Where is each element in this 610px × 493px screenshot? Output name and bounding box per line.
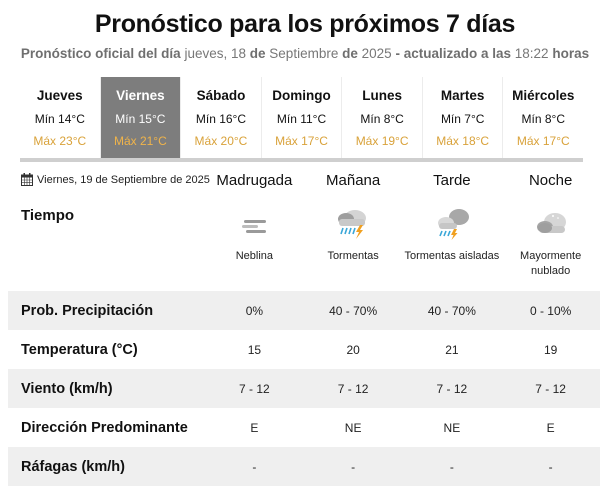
weather-condition: Neblina: [235, 250, 274, 262]
weather-cell: Tormentas: [304, 206, 403, 279]
row-value: 7 - 12: [337, 381, 369, 396]
fog-icon: [242, 220, 267, 233]
row-label: Ráfagas (km/h): [21, 458, 125, 475]
tab-max-temp: Máx 20°C: [194, 134, 248, 148]
row-value: NE: [443, 420, 461, 435]
row-value: 21: [445, 342, 459, 357]
weather-row: Neblina Tormentas Tormentas aisladas: [205, 206, 600, 279]
tab-day-name: Sábado: [196, 88, 246, 103]
row-value: E: [250, 420, 259, 435]
subtitle-year: 2025: [361, 46, 392, 61]
row-value: 7 - 12: [535, 381, 566, 396]
row-value: 0 - 10%: [529, 303, 572, 318]
period-madrugada: Madrugada: [216, 172, 293, 189]
row-label: Viento (km/h): [21, 380, 113, 397]
calendar-icon: [21, 173, 33, 186]
table-row-wind: Viento (km/h) 7 - 12 7 - 12 7 - 12 7 - 1…: [8, 369, 600, 408]
table-row-wind-direction: Dirección Predominante E NE NE E: [8, 408, 600, 447]
row-value: 40 - 70%: [329, 303, 378, 318]
tab-min-temp: Mín 8°C: [360, 112, 404, 126]
row-value: 7 - 12: [436, 381, 468, 396]
page-subtitle: Pronóstico oficial del día jueves, 18 de…: [0, 46, 610, 61]
tab-min-temp: Mín 14°C: [34, 112, 85, 126]
table-row-temperature: Temperatura (°C) 15 20 21 19: [8, 330, 600, 369]
tab-min-temp: Mín 15°C: [115, 112, 166, 126]
subtitle-time: 18:22: [514, 46, 549, 61]
weather-cell: Mayormente nublado: [501, 206, 600, 279]
tab-jueves[interactable]: Jueves Mín 14°C Máx 23°C: [20, 77, 101, 158]
row-value: 0%: [245, 303, 264, 318]
row-value: -: [548, 459, 553, 474]
period-noche: Noche: [528, 172, 573, 189]
weather-condition: Tormentas: [327, 250, 379, 262]
subtitle-month: Septiembre: [269, 46, 339, 61]
weather-condition: Tormentas aisladas: [404, 250, 500, 262]
tab-max-temp: Máx 21°C: [113, 134, 167, 148]
tab-min-temp: Mín 11°C: [276, 112, 327, 126]
tab-miercoles[interactable]: Miércoles Mín 8°C Máx 17°C: [503, 77, 584, 158]
tab-min-temp: Mín 8°C: [521, 112, 565, 126]
tab-day-name: Viernes: [116, 88, 165, 103]
tab-max-temp: Máx 18°C: [436, 134, 490, 148]
tab-viernes[interactable]: Viernes Mín 15°C Máx 21°C: [100, 77, 182, 158]
period-tarde: Tarde: [433, 172, 471, 189]
subtitle-updated-label: - actualizado a las: [395, 46, 511, 61]
row-value: 19: [543, 342, 558, 357]
tab-sabado[interactable]: Sábado Mín 16°C Máx 20°C: [181, 77, 262, 158]
weather-condition: Mayormente nublado: [520, 250, 582, 277]
row-label: Temperatura (°C): [21, 341, 138, 358]
weather-row-label: Tiempo: [21, 207, 75, 224]
tab-day-name: Domingo: [272, 88, 331, 103]
tab-min-temp: Mín 7°C: [440, 112, 485, 126]
row-value: 15: [247, 342, 262, 357]
tab-domingo[interactable]: Domingo Mín 11°C Máx 17°C: [261, 77, 343, 158]
row-value: NE: [344, 420, 362, 435]
subtitle-weekday: jueves, 18: [184, 46, 246, 61]
row-value: -: [449, 459, 454, 474]
weather-cell: Neblina: [205, 206, 304, 279]
selected-date: Viernes, 19 de Septiembre de 2025: [21, 173, 210, 186]
tab-lunes[interactable]: Lunes Mín 8°C Máx 19°C: [342, 77, 423, 158]
period-headers: Madrugada Mañana Tarde Noche: [205, 172, 600, 189]
row-value: 40 - 70%: [427, 303, 476, 318]
weather-cell: Tormentas aisladas: [403, 206, 502, 279]
forecast-table: Prob. Precipitación 0% 40 - 70% 40 - 70%…: [8, 291, 600, 486]
page-title: Pronóstico para los próximos 7 días: [94, 10, 516, 38]
subtitle-de2: de: [342, 46, 358, 61]
tab-max-temp: Máx 17°C: [516, 134, 570, 148]
period-manana: Mañana: [326, 172, 381, 189]
row-label: Prob. Precipitación: [21, 302, 154, 319]
mostly-cloudy-night-icon: [536, 213, 566, 233]
isolated-thunderstorm-icon: [437, 209, 469, 240]
row-value: -: [351, 459, 356, 474]
selected-date-text: Viernes, 19 de Septiembre de 2025: [37, 173, 210, 186]
tab-day-name: Jueves: [36, 88, 83, 103]
row-value: 20: [346, 342, 360, 357]
row-label: Dirección Predominante: [21, 419, 188, 436]
table-row-precipitation: Prob. Precipitación 0% 40 - 70% 40 - 70%…: [8, 291, 600, 330]
tab-min-temp: Mín 16°C: [195, 112, 247, 126]
tab-day-name: Miércoles: [512, 88, 575, 103]
subtitle-prefix: Pronóstico oficial del día: [20, 46, 181, 61]
table-row-gusts: Ráfagas (km/h) - - - -: [8, 447, 600, 486]
thunderstorm-icon: [338, 210, 367, 239]
tab-max-temp: Máx 19°C: [355, 134, 409, 148]
subtitle-hours-label: horas: [552, 46, 590, 61]
row-value: 7 - 12: [239, 381, 270, 396]
tab-day-name: Lunes: [362, 88, 402, 103]
row-value: E: [546, 420, 555, 435]
tab-max-temp: Máx 23°C: [33, 134, 87, 148]
tab-day-name: Martes: [440, 88, 485, 103]
tab-martes[interactable]: Martes Mín 7°C Máx 18°C: [422, 77, 504, 158]
row-value: -: [252, 459, 257, 474]
subtitle-de1: de: [249, 46, 266, 61]
tab-max-temp: Máx 17°C: [275, 134, 328, 148]
day-tabs: Jueves Mín 14°C Máx 23°C Viernes Mín 15°…: [20, 77, 584, 162]
